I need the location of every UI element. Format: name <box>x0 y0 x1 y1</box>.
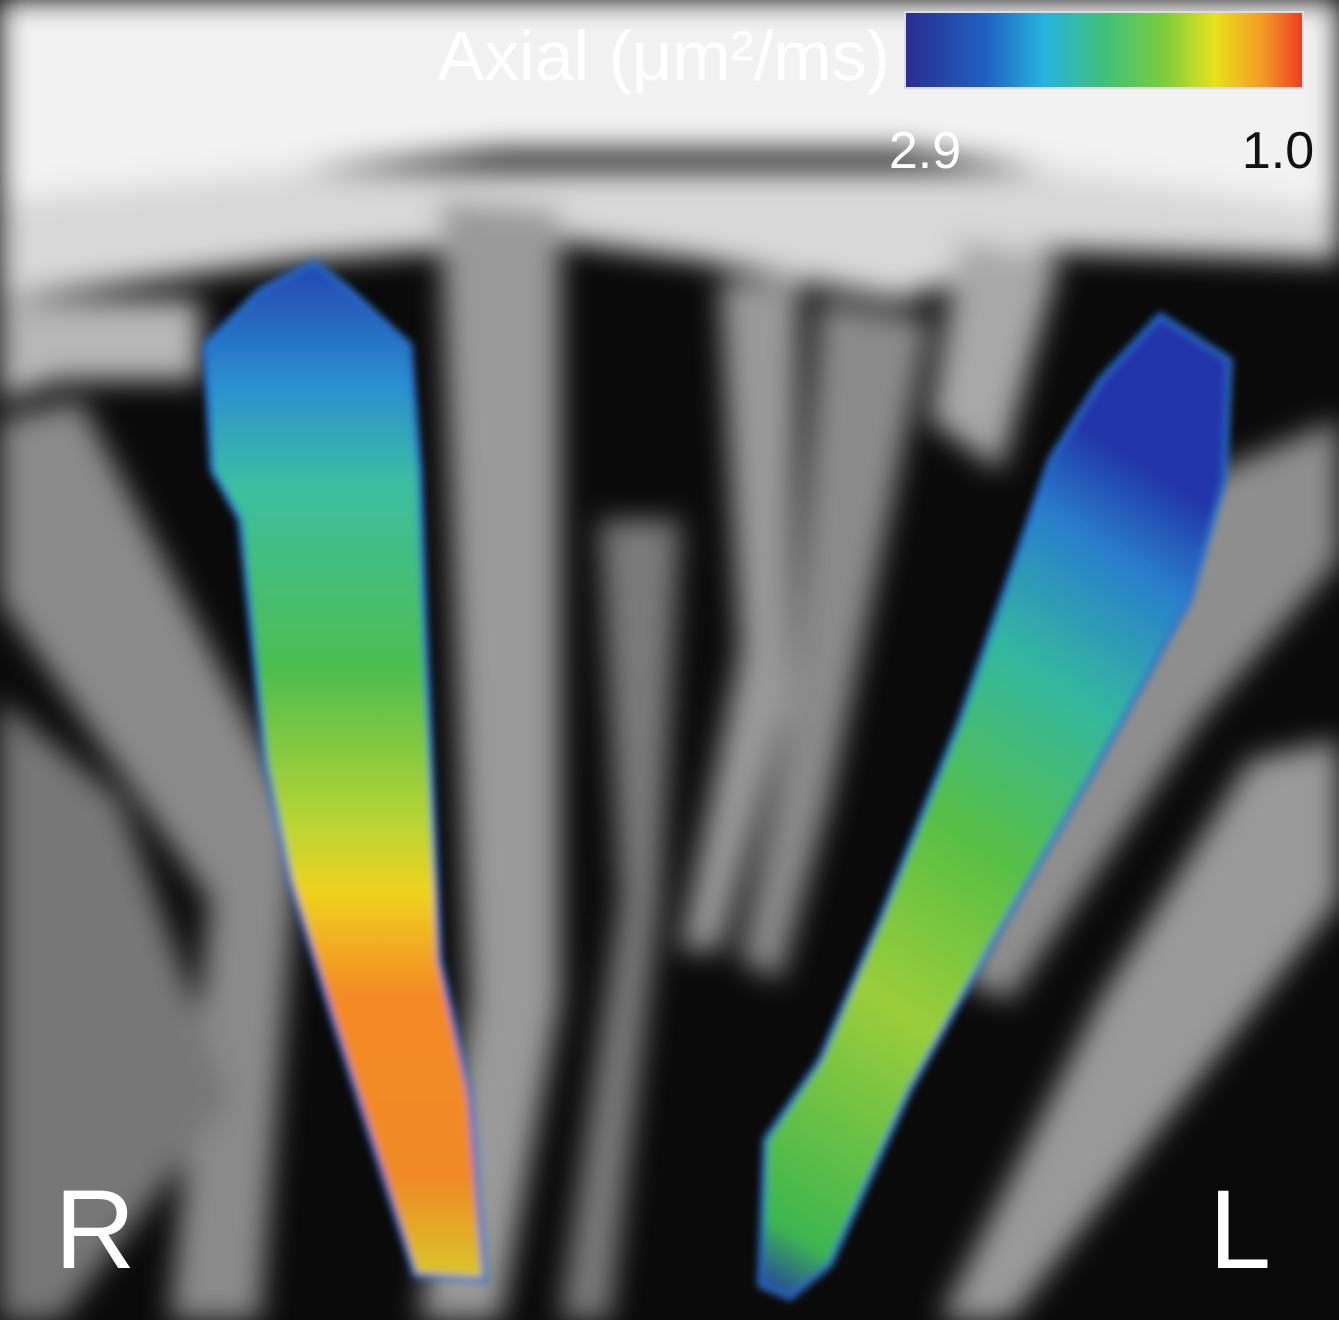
colorbar-min-label: 2.9 <box>889 122 961 180</box>
colorbar <box>905 12 1303 88</box>
mri-figure: Axial (μm²/ms) 2.9 1.0 R L <box>0 0 1339 1320</box>
colorbar-title: Axial (μm²/ms) <box>437 17 890 95</box>
right-hemisphere-label: R <box>55 1167 136 1292</box>
left-hemisphere-label: L <box>1209 1167 1271 1292</box>
colorbar-max-label: 1.0 <box>1242 122 1314 180</box>
page: Axial (μm²/ms) 2.9 1.0 R L (() => { cons… <box>0 0 1339 1320</box>
